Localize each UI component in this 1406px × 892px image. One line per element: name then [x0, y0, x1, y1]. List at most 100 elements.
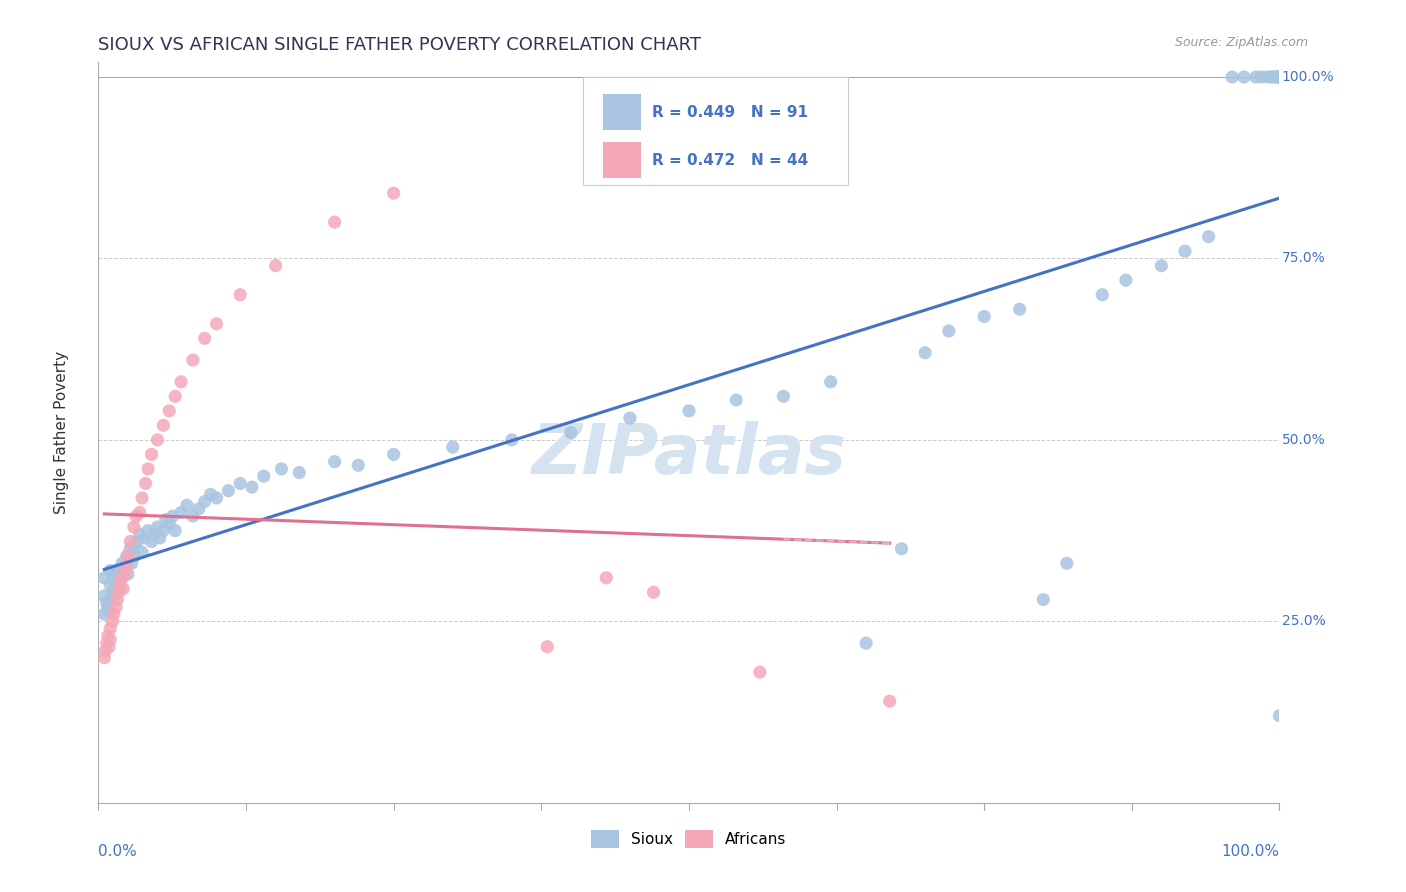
- Point: [96, 636, 118, 650]
- Point: [98, 603, 121, 617]
- Point: [112, 567, 135, 582]
- Point: [1268, 708, 1291, 723]
- Point: [105, 599, 128, 614]
- Point: [879, 694, 901, 708]
- Point: [1265, 70, 1288, 84]
- Point: [114, 564, 136, 578]
- Point: [152, 418, 174, 433]
- Point: [1032, 592, 1054, 607]
- Point: [94, 643, 117, 657]
- Point: [187, 501, 209, 516]
- Point: [120, 534, 142, 549]
- Point: [101, 615, 124, 629]
- Point: [1268, 70, 1291, 84]
- Point: [1244, 70, 1267, 84]
- Point: [536, 640, 558, 654]
- Point: [1233, 70, 1256, 84]
- Point: [135, 531, 157, 545]
- Point: [194, 331, 217, 345]
- Point: [128, 527, 150, 541]
- Point: [97, 599, 120, 614]
- Point: [111, 556, 134, 570]
- Point: [1268, 70, 1291, 84]
- Point: [108, 578, 131, 592]
- Point: [128, 506, 150, 520]
- Text: 100.0%: 100.0%: [1222, 844, 1279, 858]
- Point: [136, 524, 159, 538]
- Point: [152, 524, 174, 538]
- Text: ZIPatlas: ZIPatlas: [531, 421, 846, 488]
- Point: [772, 389, 794, 403]
- Point: [93, 650, 115, 665]
- Point: [382, 186, 405, 200]
- Point: [914, 345, 936, 359]
- Point: [1263, 70, 1285, 84]
- Point: [1267, 70, 1289, 84]
- Point: [1150, 259, 1173, 273]
- Point: [1091, 287, 1114, 301]
- Point: [560, 425, 582, 440]
- Point: [678, 404, 700, 418]
- Point: [382, 447, 405, 461]
- Point: [270, 462, 292, 476]
- Point: [146, 433, 169, 447]
- Text: 0.0%: 0.0%: [98, 844, 138, 858]
- Point: [120, 541, 142, 556]
- Point: [131, 545, 153, 559]
- Point: [217, 483, 239, 498]
- Point: [323, 455, 346, 469]
- Point: [114, 560, 136, 574]
- Point: [103, 607, 125, 621]
- Text: SIOUX VS AFRICAN SINGLE FATHER POVERTY CORRELATION CHART: SIOUX VS AFRICAN SINGLE FATHER POVERTY C…: [98, 36, 702, 54]
- Point: [157, 404, 180, 418]
- Point: [108, 582, 131, 596]
- Point: [725, 392, 748, 407]
- Point: [229, 476, 252, 491]
- Point: [890, 541, 912, 556]
- Text: 100.0%: 100.0%: [1282, 70, 1334, 84]
- Point: [98, 632, 121, 647]
- Point: [1198, 229, 1220, 244]
- Point: [98, 564, 121, 578]
- Text: Source: ZipAtlas.com: Source: ZipAtlas.com: [1174, 36, 1308, 49]
- Point: [111, 571, 134, 585]
- Point: [105, 574, 128, 589]
- Point: [973, 310, 995, 324]
- Point: [1268, 70, 1291, 84]
- Point: [441, 440, 464, 454]
- Point: [103, 571, 125, 585]
- Point: [1008, 302, 1031, 317]
- Point: [176, 498, 198, 512]
- Text: Single Father Poverty: Single Father Poverty: [53, 351, 69, 514]
- Point: [229, 287, 252, 301]
- Point: [748, 665, 770, 680]
- Point: [643, 585, 665, 599]
- Point: [146, 520, 169, 534]
- Point: [1257, 70, 1279, 84]
- Point: [165, 524, 187, 538]
- Point: [125, 509, 148, 524]
- Text: R = 0.472   N = 44: R = 0.472 N = 44: [652, 153, 808, 168]
- Point: [135, 476, 157, 491]
- Point: [117, 567, 139, 582]
- Point: [115, 556, 138, 570]
- Point: [98, 640, 121, 654]
- Point: [104, 582, 127, 596]
- Point: [157, 516, 180, 531]
- Point: [105, 592, 128, 607]
- Point: [1174, 244, 1197, 259]
- Point: [1260, 70, 1282, 84]
- Point: [98, 622, 121, 636]
- Point: [194, 494, 217, 508]
- Point: [149, 531, 172, 545]
- Point: [124, 549, 146, 563]
- Point: [142, 527, 165, 541]
- Point: [938, 324, 960, 338]
- Point: [595, 571, 617, 585]
- Point: [170, 506, 193, 520]
- Point: [264, 259, 287, 273]
- Bar: [603, 143, 641, 178]
- Point: [127, 534, 149, 549]
- Text: 50.0%: 50.0%: [1282, 433, 1326, 447]
- Point: [107, 567, 129, 582]
